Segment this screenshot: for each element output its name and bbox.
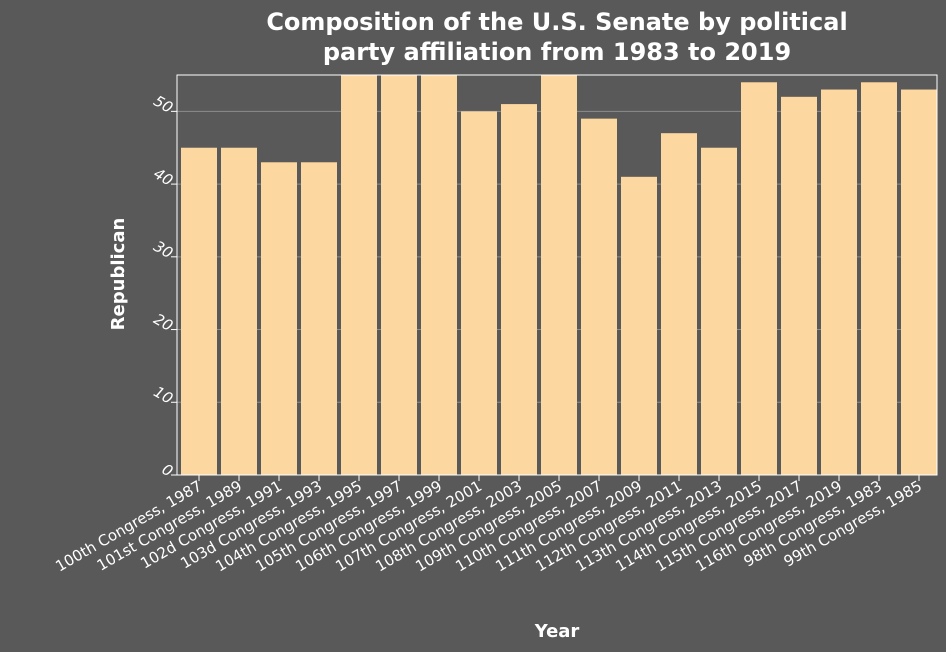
bar (781, 96, 817, 476)
y-tick-label: 0 (159, 460, 176, 480)
bar (621, 176, 657, 475)
bar (661, 133, 697, 475)
y-tick-label: 10 (150, 383, 176, 408)
bar (901, 89, 937, 475)
bar (421, 75, 457, 475)
bar (221, 147, 257, 475)
bar (861, 82, 897, 475)
y-tick-label: 30 (150, 237, 176, 262)
bar-layer (181, 75, 937, 476)
bar (381, 75, 417, 475)
plot-frame (176, 74, 938, 476)
y-tick-label: 50 (150, 92, 176, 117)
chart-title-line-2: party affiliation from 1983 to 2019 (323, 38, 791, 66)
y-tick-label: 20 (150, 310, 176, 335)
bar (541, 75, 577, 475)
x-axis-label: Year (534, 621, 580, 642)
bar (581, 118, 617, 476)
bar (341, 75, 377, 475)
chart-title-line-1: Composition of the U.S. Senate by politi… (266, 8, 847, 36)
bar (741, 82, 777, 475)
bar (301, 162, 337, 476)
bar (821, 89, 857, 475)
y-tick-label: 40 (150, 164, 176, 189)
bar (701, 147, 737, 475)
bar (501, 104, 537, 475)
bar (261, 162, 297, 476)
y-axis-label: Republican (108, 218, 129, 331)
bar (461, 111, 497, 475)
bar (181, 147, 217, 475)
